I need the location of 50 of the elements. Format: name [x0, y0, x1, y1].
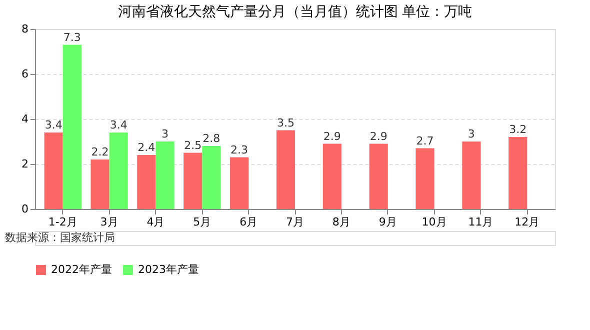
- data-label: 2.8: [202, 132, 220, 145]
- x-tick-label: 10月: [422, 216, 447, 228]
- data-label: 3.5: [276, 116, 294, 130]
- x-tick-label: 9月: [378, 216, 397, 228]
- bar: [62, 44, 82, 209]
- bar: [416, 148, 434, 209]
- bar: [184, 152, 202, 209]
- source-note: 数据来源：国家统计局: [5, 231, 115, 244]
- y-tick-label: 6: [22, 68, 28, 80]
- x-tick-label: 7月: [286, 216, 304, 228]
- x-tick-label: 4月: [146, 216, 165, 228]
- x-tick-label: 5月: [193, 216, 212, 228]
- data-label: 2.2: [91, 146, 109, 158]
- y-tick-label: 4: [22, 112, 28, 126]
- bar: [276, 130, 295, 209]
- data-label: 3: [468, 128, 475, 140]
- bar: [156, 142, 174, 209]
- bar: [90, 160, 110, 209]
- bar: [202, 146, 221, 209]
- bar: [137, 155, 156, 209]
- chart-title: 河南省液化天然气产量分月（当月值）统计图 单位：万吨: [118, 4, 472, 20]
- x-tick-label: 3月: [100, 216, 118, 228]
- data-label: 2.7: [416, 134, 434, 148]
- data-label: 7.3: [63, 30, 81, 44]
- bar: [508, 137, 528, 209]
- x-tick-label: 12月: [514, 216, 540, 228]
- bar: [369, 144, 388, 209]
- data-label: 2.4: [138, 141, 156, 154]
- data-label: 2.5: [184, 138, 202, 152]
- legend-label: 2023年产量: [138, 263, 199, 276]
- y-tick-label: 0: [22, 202, 28, 216]
- x-tick-label: 11月: [468, 216, 494, 228]
- x-tick-label: 6月: [240, 216, 258, 228]
- data-label: 3.2: [509, 123, 527, 136]
- bar: [462, 142, 481, 209]
- bar: [44, 132, 63, 209]
- data-label: 3.4: [44, 118, 62, 132]
- y-tick-label: 8: [22, 22, 28, 36]
- x-tick-label: 1-2月: [48, 216, 78, 228]
- data-label: 2.9: [370, 130, 388, 143]
- bar: [230, 157, 249, 209]
- data-label: 2.9: [323, 130, 341, 143]
- legend-label: 2022年产量: [51, 263, 112, 276]
- x-tick-label: 8月: [332, 216, 350, 228]
- data-label: 3.4: [110, 118, 128, 132]
- y-tick-label: 2: [22, 158, 28, 170]
- data-label: 3: [162, 128, 168, 140]
- data-label: 2.3: [230, 143, 248, 156]
- bar: [109, 132, 128, 209]
- bar: [322, 144, 342, 209]
